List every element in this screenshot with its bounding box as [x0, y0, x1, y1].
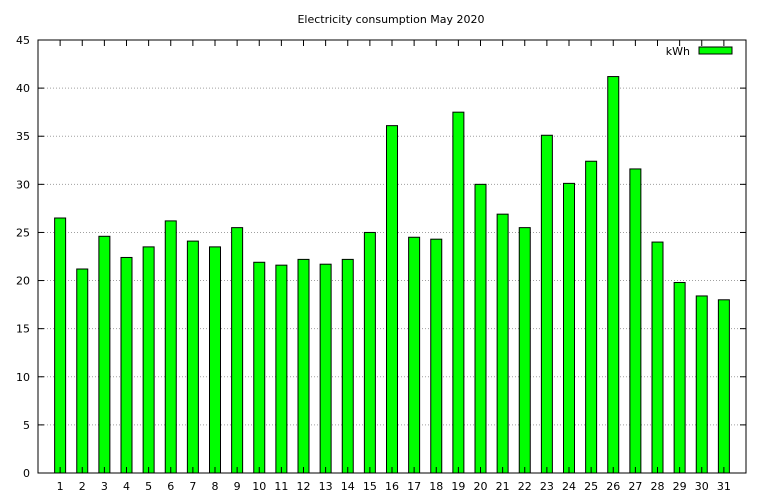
bar-17: [408, 236, 421, 474]
x-tick-label: 11: [274, 480, 288, 493]
bars: [54, 76, 730, 474]
bar-16: [386, 125, 398, 474]
x-tick-label: 23: [540, 480, 554, 493]
y-tick-label: 5: [23, 419, 30, 432]
x-tick-label: 2: [79, 480, 86, 493]
bar-21: [496, 213, 509, 474]
x-tick-label: 16: [385, 480, 399, 493]
x-tick-label: 30: [695, 480, 709, 493]
bar-29: [673, 281, 686, 474]
bar-13: [319, 263, 332, 474]
x-tick-label: 5: [145, 480, 152, 493]
bar-27: [629, 168, 642, 474]
bar-26: [607, 76, 620, 474]
bar-3: [98, 235, 111, 474]
bar-1: [54, 217, 67, 474]
bar-14: [341, 258, 354, 474]
bar-23: [540, 134, 553, 474]
x-tick-label: 9: [234, 480, 241, 493]
bar-31: [717, 299, 730, 474]
x-tick-label: 12: [297, 480, 311, 493]
x-tick-label: 29: [673, 480, 687, 493]
x-tick-label: 4: [123, 480, 130, 493]
y-tick-label: 25: [16, 226, 30, 239]
x-tick-label: 25: [584, 480, 598, 493]
x-tick-label: 17: [407, 480, 421, 493]
y-tick-label: 15: [16, 323, 30, 336]
x-tick-label: 10: [252, 480, 266, 493]
bar-10: [253, 261, 266, 474]
legend: kWh: [666, 45, 733, 58]
bar-12: [297, 258, 310, 474]
x-tick-label: 18: [429, 480, 443, 493]
bar-18: [430, 238, 443, 474]
legend-swatch: [698, 46, 733, 55]
bar-8: [209, 246, 221, 474]
x-tick-label: 14: [341, 480, 355, 493]
plot-border: [37, 39, 747, 474]
x-tick-label: 31: [717, 480, 731, 493]
x-tick-label: 26: [606, 480, 620, 493]
y-tick-label: 40: [16, 82, 30, 95]
x-tick-label: 7: [189, 480, 196, 493]
y-tick-label: 30: [16, 178, 30, 191]
bar-19: [452, 111, 465, 474]
bar-24: [563, 182, 575, 474]
y-tick-label: 20: [16, 275, 30, 288]
x-tick-label: 27: [628, 480, 642, 493]
bar-5: [142, 246, 155, 474]
chart-title: Electricity consumption May 2020: [297, 13, 484, 26]
bar-25: [585, 160, 598, 474]
bar-11: [275, 264, 288, 474]
y-tick-label: 45: [16, 34, 30, 47]
y-tick-label: 10: [16, 371, 30, 384]
x-tick-label: 19: [451, 480, 465, 493]
x-tick-label: 21: [496, 480, 510, 493]
x-tick-label: 1: [57, 480, 64, 493]
bar-6: [164, 220, 177, 474]
bar-30: [695, 295, 708, 474]
bar-4: [120, 256, 133, 474]
legend-label: kWh: [666, 45, 690, 58]
bar-15: [363, 231, 376, 474]
x-tick-label: 15: [363, 480, 377, 493]
bar-2: [76, 268, 89, 474]
bar-9: [231, 227, 244, 474]
bar-7: [186, 240, 199, 474]
bar-20: [474, 183, 487, 474]
y-tick-label: 0: [23, 467, 30, 480]
x-tick-label: 3: [101, 480, 108, 493]
bar-22: [518, 227, 531, 474]
x-tick-label: 13: [319, 480, 333, 493]
x-tick-label: 20: [474, 480, 488, 493]
x-tick-label: 24: [562, 480, 576, 493]
x-tick-label: 28: [651, 480, 665, 493]
bar-28: [651, 241, 664, 474]
x-tick-label: 22: [518, 480, 532, 493]
x-tick-label: 8: [212, 480, 219, 493]
y-tick-label: 35: [16, 130, 30, 143]
x-tick-label: 6: [167, 480, 174, 493]
